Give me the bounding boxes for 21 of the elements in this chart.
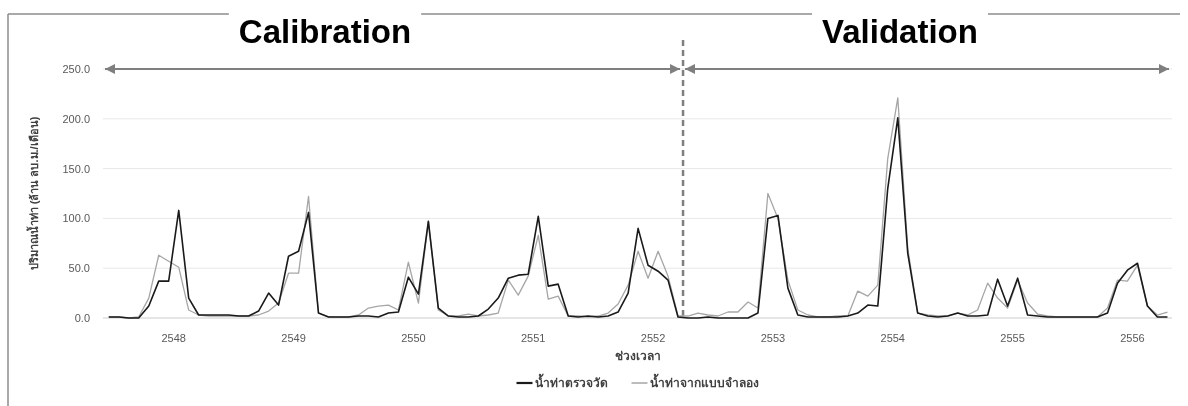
legend-label: น้ำท่าจากแบบจำลอง	[649, 373, 759, 390]
y-axis-title: ปริมาณน้ำท่า (ล้าน ลบ.ม./เดือน)	[26, 116, 40, 271]
x-tick-label: 2554	[880, 332, 906, 344]
y-tick-label: 150.0	[62, 162, 90, 175]
x-tick-label: 2549	[281, 332, 306, 344]
x-tick-label: 2556	[1120, 332, 1145, 344]
y-tick-label: 100.0	[62, 212, 90, 225]
x-tick-label: 2548	[161, 332, 186, 344]
text: Calibration	[238, 13, 412, 50]
y-tick-label: 0.0	[74, 312, 90, 324]
x-tick-label: 2551	[520, 332, 546, 344]
y-tick-label: 200.0	[62, 112, 90, 125]
y-tick-label: 50.0	[68, 262, 90, 275]
y-tick-label: 250.0	[62, 63, 90, 75]
x-tick-label: 2555	[1000, 332, 1025, 344]
text: Validation	[822, 13, 978, 50]
x-tick-label: 2553	[760, 332, 786, 344]
legend-label: น้ำท่าตรวจวัด	[534, 373, 608, 390]
x-axis-title: ช่วงเวลา	[614, 349, 661, 363]
x-tick-label: 2552	[640, 332, 666, 344]
x-tick-label: 2550	[401, 332, 426, 344]
